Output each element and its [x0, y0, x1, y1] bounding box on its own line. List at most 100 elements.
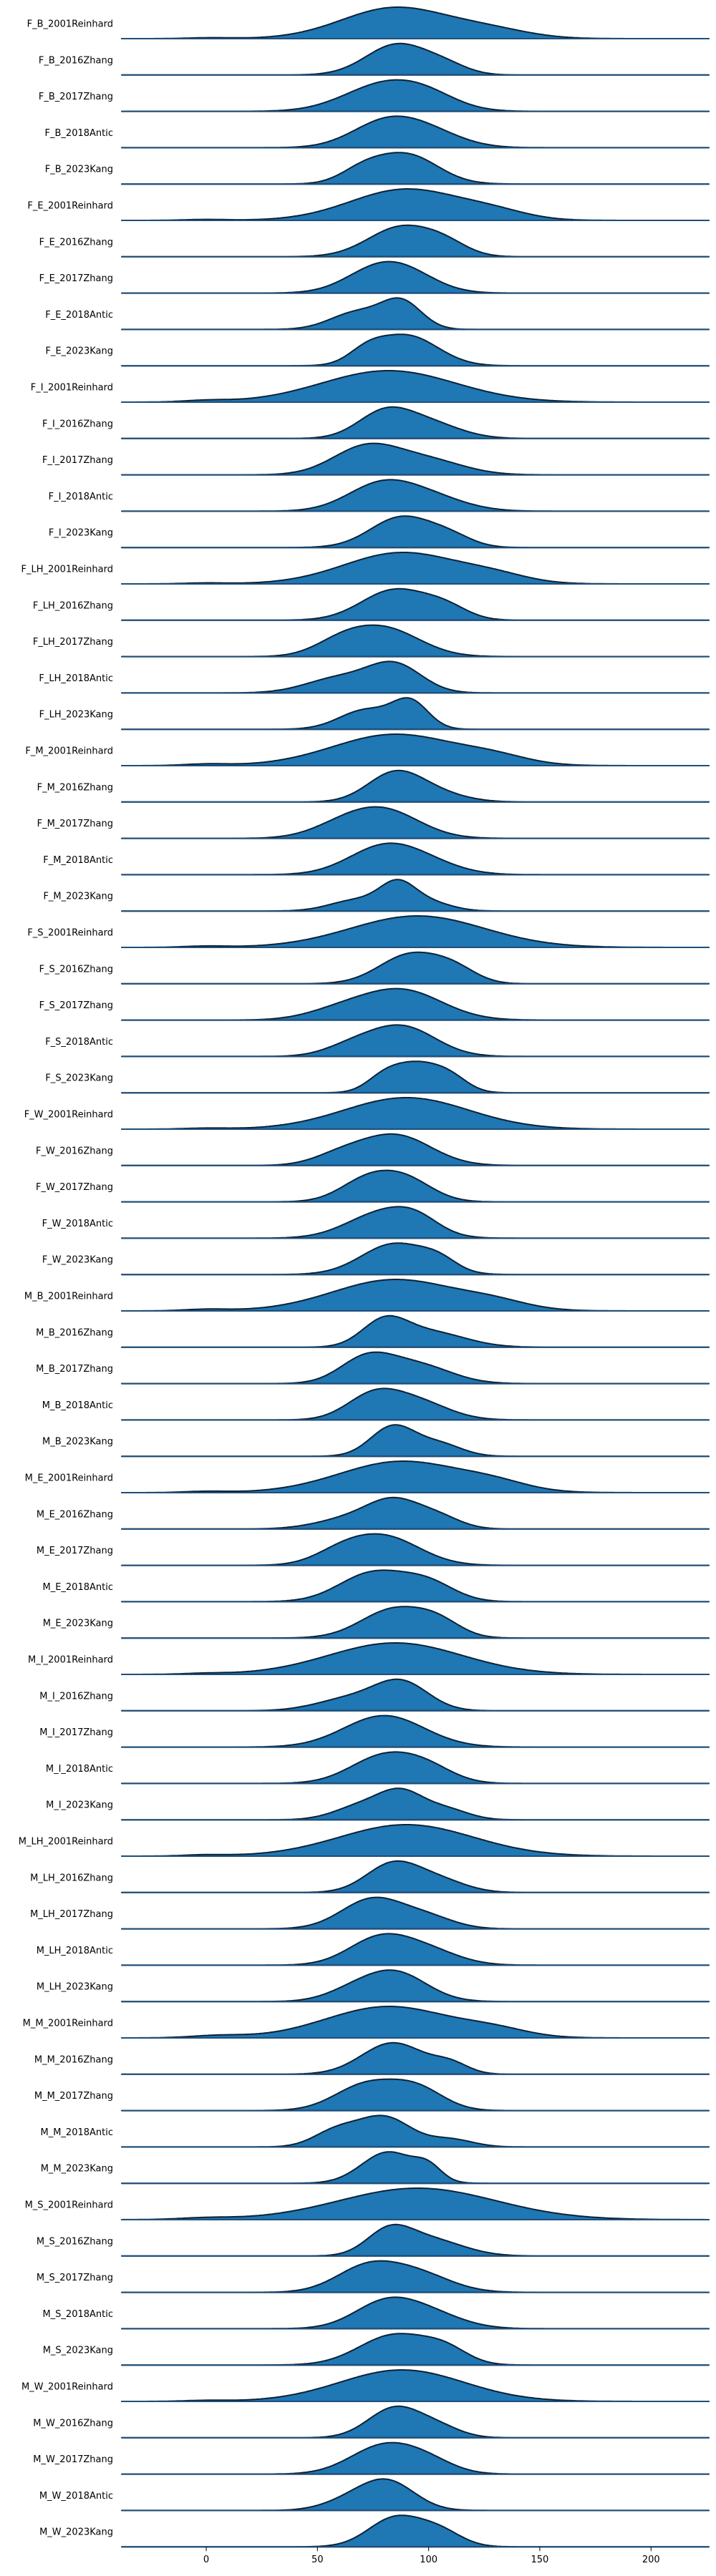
- ridge-F_S_2016Zhang: [121, 951, 710, 985]
- ridge-M_W_2018Antic: [121, 2478, 710, 2512]
- ridge-M_W_2023Kang: [121, 2514, 710, 2548]
- ridge-label: M_S_2016Zhang: [37, 2236, 113, 2247]
- ridge-label: F_W_2023Kang: [42, 1255, 113, 1266]
- ridge-M_E_2016Zhang: [121, 1496, 710, 1530]
- ridge-label: F_S_2016Zhang: [39, 964, 113, 975]
- ridge-F_M_2023Kang: [121, 879, 710, 912]
- ridge-F_I_2017Zhang: [121, 442, 710, 476]
- ridge-label: F_S_2023Kang: [45, 1073, 113, 1084]
- ridge-F_E_2001Reinhard: [121, 188, 710, 221]
- ridge-F_M_2017Zhang: [121, 806, 710, 839]
- ridge-F_LH_2016Zhang: [121, 587, 710, 621]
- ridge-label: F_M_2018Antic: [43, 855, 113, 866]
- ridge-F_M_2016Zhang: [121, 769, 710, 803]
- x-tick-label: 0: [203, 2555, 209, 2565]
- ridge-label: M_M_2023Kang: [41, 2164, 113, 2175]
- ridge-F_I_2016Zhang: [121, 406, 710, 439]
- ridge-label: M_LH_2001Reinhard: [19, 1837, 113, 1848]
- ridge-label: F_W_2017Zhang: [36, 1182, 113, 1193]
- ridge-M_S_2018Antic: [121, 2296, 710, 2330]
- ridge-M_S_2023Kang: [121, 2333, 710, 2366]
- ridge-label: M_S_2017Zhang: [37, 2273, 113, 2283]
- ridge-F_B_2017Zhang: [121, 79, 710, 112]
- ridge-F_I_2001Reinhard: [121, 370, 710, 403]
- ridge-M_LH_2016Zhang: [121, 1860, 710, 1893]
- x-tick-label: 100: [420, 2555, 437, 2565]
- ridge-F_E_2017Zhang: [121, 260, 710, 294]
- ridge-F_B_2016Zhang: [121, 42, 710, 76]
- ridge-F_W_2023Kang: [121, 1242, 710, 1276]
- ridge-M_LH_2001Reinhard: [121, 1824, 710, 1857]
- ridge-label: M_S_2023Kang: [43, 2346, 113, 2356]
- ridge-M_B_2018Antic: [121, 1387, 710, 1421]
- ridge-F_B_2018Antic: [121, 115, 710, 149]
- ridge-label: M_B_2016Zhang: [36, 1327, 113, 1338]
- ridge-M_I_2018Antic: [121, 1751, 710, 1785]
- ridge-label: M_I_2023Kang: [46, 1800, 113, 1811]
- ridge-label: F_W_2001Reinhard: [24, 1110, 113, 1121]
- ridge-F_I_2023Kang: [121, 515, 710, 549]
- ridge-M_B_2017Zhang: [121, 1351, 710, 1385]
- ridge-M_E_2018Antic: [121, 1569, 710, 1603]
- ridge-F_I_2018Antic: [121, 479, 710, 512]
- ridge-label: F_M_2023Kang: [43, 892, 113, 902]
- ridge-F_S_2017Zhang: [121, 987, 710, 1021]
- ridge-M_LH_2017Zhang: [121, 1896, 710, 1930]
- ridge-label: F_E_2001Reinhard: [27, 201, 113, 212]
- ridge-M_E_2017Zhang: [121, 1533, 710, 1566]
- ridge-F_LH_2023Kang: [121, 697, 710, 731]
- ridge-label: M_E_2017Zhang: [37, 1546, 113, 1556]
- ridge-M_I_2016Zhang: [121, 1678, 710, 1712]
- ridge-label: F_I_2016Zhang: [42, 419, 113, 429]
- ridge-label: F_S_2018Antic: [45, 1037, 113, 1048]
- ridge-label: F_B_2018Antic: [45, 128, 113, 139]
- x-tick-label: 200: [642, 2555, 660, 2565]
- ridge-label: F_LH_2001Reinhard: [21, 565, 113, 575]
- ridge-label: F_B_2017Zhang: [39, 92, 113, 102]
- ridge-F_W_2001Reinhard: [121, 1097, 710, 1130]
- ridge-M_W_2001Reinhard: [121, 2369, 710, 2402]
- ridge-label: F_E_2018Antic: [45, 310, 113, 321]
- ridge-label: M_M_2017Zhang: [34, 2091, 113, 2102]
- ridge-label: F_B_2001Reinhard: [27, 19, 113, 30]
- ridge-M_S_2017Zhang: [121, 2260, 710, 2293]
- ridge-label: M_E_2016Zhang: [37, 1509, 113, 1520]
- ridge-F_S_2001Reinhard: [121, 915, 710, 948]
- ridge-label: M_I_2001Reinhard: [28, 1655, 113, 1666]
- ridge-label: F_B_2023Kang: [45, 165, 113, 175]
- ridge-label: F_LH_2018Antic: [39, 673, 113, 684]
- ridge-F_M_2001Reinhard: [121, 733, 710, 766]
- ridge-F_M_2018Antic: [121, 842, 710, 876]
- ridge-label: M_B_2001Reinhard: [24, 1292, 113, 1302]
- ridge-M_W_2016Zhang: [121, 2405, 710, 2439]
- ridge-label: F_W_2018Antic: [42, 1219, 113, 1229]
- ridge-F_E_2016Zhang: [121, 224, 710, 258]
- ridge-M_S_2016Zhang: [121, 2223, 710, 2257]
- ridge-label: F_LH_2023Kang: [39, 710, 113, 721]
- ridge-label: F_B_2016Zhang: [39, 55, 113, 66]
- ridge-label: F_S_2017Zhang: [39, 1000, 113, 1011]
- ridge-M_M_2016Zhang: [121, 2041, 710, 2075]
- ridge-M_M_2023Kang: [121, 2151, 710, 2185]
- ridge-label: M_LH_2023Kang: [37, 1982, 113, 1993]
- ridge-label: F_M_2001Reinhard: [25, 746, 113, 757]
- ridge-label: M_B_2023Kang: [42, 1437, 113, 1448]
- ridge-label: M_I_2018Antic: [46, 1764, 113, 1775]
- ridge-M_W_2017Zhang: [121, 2441, 710, 2475]
- ridge-label: M_M_2016Zhang: [34, 2054, 113, 2065]
- ridge-M_LH_2023Kang: [121, 1969, 710, 2003]
- ridge-label: M_S_2001Reinhard: [25, 2200, 113, 2211]
- ridge-F_S_2018Antic: [121, 1024, 710, 1058]
- ridge-label: M_LH_2017Zhang: [30, 1909, 113, 1920]
- ridge-F_B_2001Reinhard: [121, 6, 710, 39]
- ridge-F_S_2023Kang: [121, 1060, 710, 1094]
- ridge-M_I_2001Reinhard: [121, 1642, 710, 1675]
- ridge-label: F_M_2017Zhang: [37, 819, 113, 829]
- ridge-label: M_B_2018Antic: [42, 1400, 113, 1411]
- ridge-label: M_I_2016Zhang: [39, 1691, 113, 1702]
- ridge-F_B_2023Kang: [121, 152, 710, 185]
- ridge-label: F_E_2016Zhang: [39, 237, 113, 248]
- ridge-label: M_LH_2018Antic: [37, 1946, 113, 1956]
- ridge-label: F_I_2018Antic: [49, 492, 113, 502]
- ridge-M_B_2001Reinhard: [121, 1279, 710, 1312]
